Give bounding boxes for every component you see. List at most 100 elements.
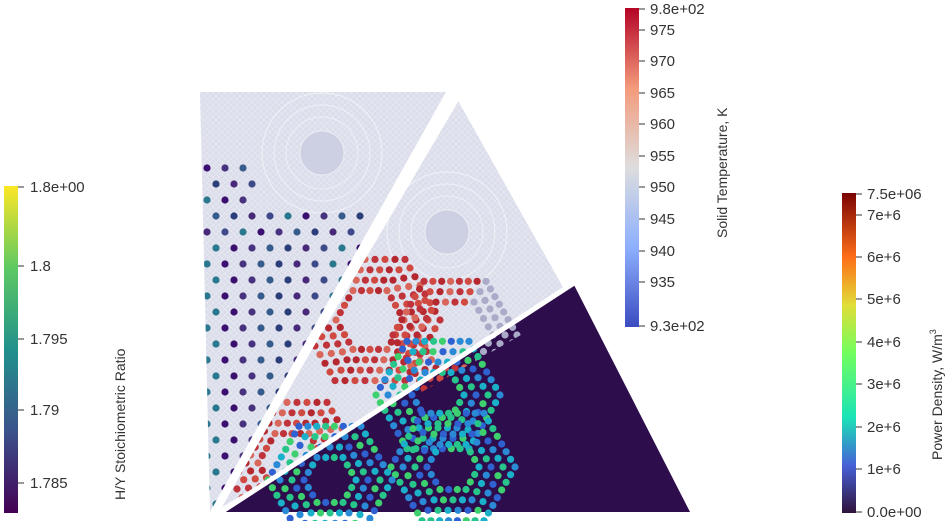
fuel-pin-dot	[300, 476, 308, 484]
fuel-pin-dot	[393, 339, 401, 347]
mesh-ring-group-upper	[261, 92, 383, 214]
fuel-pin-dot	[462, 485, 470, 494]
fuel-pin-dot	[458, 366, 466, 374]
fuel-pin-dot	[436, 374, 444, 382]
fuel-pin-dot	[449, 430, 457, 438]
fuel-pin-dot	[436, 517, 444, 521]
fuel-pin-dot	[283, 398, 291, 406]
fuel-pin-dot	[447, 368, 455, 377]
fuel-pin-dot	[334, 340, 342, 348]
fuel-pin-dot	[266, 372, 274, 380]
fuel-pin-dot	[339, 453, 347, 462]
fuel-pin-dot	[477, 479, 486, 488]
colorbar-temp-tick: 975	[650, 22, 675, 39]
fuel-pin-dot	[434, 358, 442, 366]
fuel-pin-dot	[385, 414, 393, 422]
colorbar-power-min-label: 0.0e+00	[867, 504, 922, 521]
fuel-pin-dot	[410, 366, 418, 374]
fuel-pin-dot	[444, 420, 452, 428]
fuel-pin-dot	[460, 391, 468, 399]
fuel-pin-dot	[399, 463, 407, 471]
fuel-pin-dot	[277, 499, 285, 507]
fuel-pin-dot	[466, 288, 474, 296]
fuel-pin-dot	[409, 480, 417, 488]
fuel-pin-dot	[309, 461, 317, 469]
fuel-pin-dot	[391, 455, 399, 463]
fuel-pin-dot	[473, 438, 481, 446]
fuel-pin-dot	[221, 228, 229, 236]
fuel-pin-dot	[389, 276, 397, 284]
fuel-pin-dot	[275, 292, 283, 300]
fuel-pin-dot	[436, 288, 444, 296]
fuel-pin-dot	[446, 288, 454, 296]
fuel-pin-dot	[409, 425, 417, 433]
fuel-pin-dot	[327, 349, 335, 358]
fuel-pin-dot	[376, 399, 384, 407]
fuel-pin-dot	[479, 314, 488, 323]
fuel-pin-dot	[311, 260, 319, 268]
fuel-pin-dot	[326, 509, 334, 517]
fuel-pin-dot	[340, 331, 349, 339]
fuel-pin-dot	[420, 446, 429, 455]
fuel-pin-dot	[427, 517, 435, 521]
fuel-pin-dot	[239, 196, 247, 204]
fuel-pin-dot	[482, 471, 490, 479]
fuel-pin-dot	[471, 470, 479, 479]
fuel-pin-dot	[431, 325, 439, 333]
fuel-pin-dot	[487, 376, 495, 384]
fuel-pin-dot	[359, 468, 367, 476]
fuel-pin-dot	[293, 484, 301, 492]
fuel-pin-dot	[474, 374, 482, 382]
fuel-pin-dot	[424, 506, 432, 514]
fuel-pin-dot	[380, 276, 388, 284]
fuel-pin-dot	[396, 448, 404, 456]
fuel-pin-dot	[420, 479, 429, 488]
fuel-pin-dot	[371, 485, 379, 493]
fuel-pin-dot	[284, 308, 292, 316]
fuel-pin-dot	[489, 480, 497, 488]
fuel-pin-dot	[500, 308, 508, 316]
fuel-pin-dot	[230, 404, 238, 412]
fuel-pin-dot	[304, 468, 312, 477]
fuel-pin-dot	[379, 491, 387, 499]
fuel-pin-dot	[464, 356, 472, 364]
fuel-pin-dot	[462, 440, 470, 449]
fuel-pin-dot	[475, 463, 483, 471]
fuel-pin-dot	[345, 509, 353, 517]
fuel-pin-dot	[354, 492, 363, 501]
fuel-pin-dot	[451, 298, 459, 306]
fuel-pin-dot	[336, 309, 344, 317]
fuel-pin-dot	[313, 453, 321, 462]
fuel-pin-dot	[321, 433, 329, 441]
colorbar-power-density: 7.5e+06 7e+6 6e+6 5e+6 4e+6 3e+6 2e+6 1e…	[842, 186, 945, 521]
fuel-pin-dot	[348, 468, 356, 477]
hy-region	[200, 92, 446, 512]
fuel-pin-dot	[203, 388, 211, 396]
fuel-pin-dot	[230, 212, 238, 220]
fuel-pin-dot	[340, 301, 349, 309]
fuel-pin-dot	[291, 450, 299, 458]
fuel-pin-dot	[221, 164, 229, 172]
fuel-pin-dot	[405, 407, 414, 416]
fuel-pin-dot	[266, 244, 274, 252]
fuel-pin-dot	[487, 463, 495, 471]
colorbar-temp-gradient	[625, 8, 639, 327]
colorbar-power-tick: 2e+6	[867, 419, 901, 436]
fuel-pin-dot	[374, 345, 383, 353]
fuel-pin-dot	[298, 409, 306, 417]
fuel-pin-dot	[474, 506, 482, 514]
fuel-pin-dot	[391, 255, 399, 263]
colorbar-hy-title: H/Y Stoichiometric Ratio	[112, 348, 128, 500]
fuel-pin-dot	[221, 452, 229, 460]
fuel-pin-dot	[293, 398, 301, 406]
fuel-pin-dot	[507, 455, 515, 463]
fuel-pin-dot	[414, 417, 422, 425]
fuel-pin-dot	[274, 419, 282, 427]
fuel-pin-dot	[405, 432, 413, 440]
fuel-pin-dot	[486, 305, 494, 313]
fuel-pin-dot	[336, 323, 344, 331]
fuel-pin-dot	[311, 433, 319, 441]
fuel-pin-dot	[212, 212, 220, 220]
fuel-pin-dot	[466, 448, 474, 456]
colorbar-hy-max-label: 1.8e+00	[30, 179, 85, 196]
